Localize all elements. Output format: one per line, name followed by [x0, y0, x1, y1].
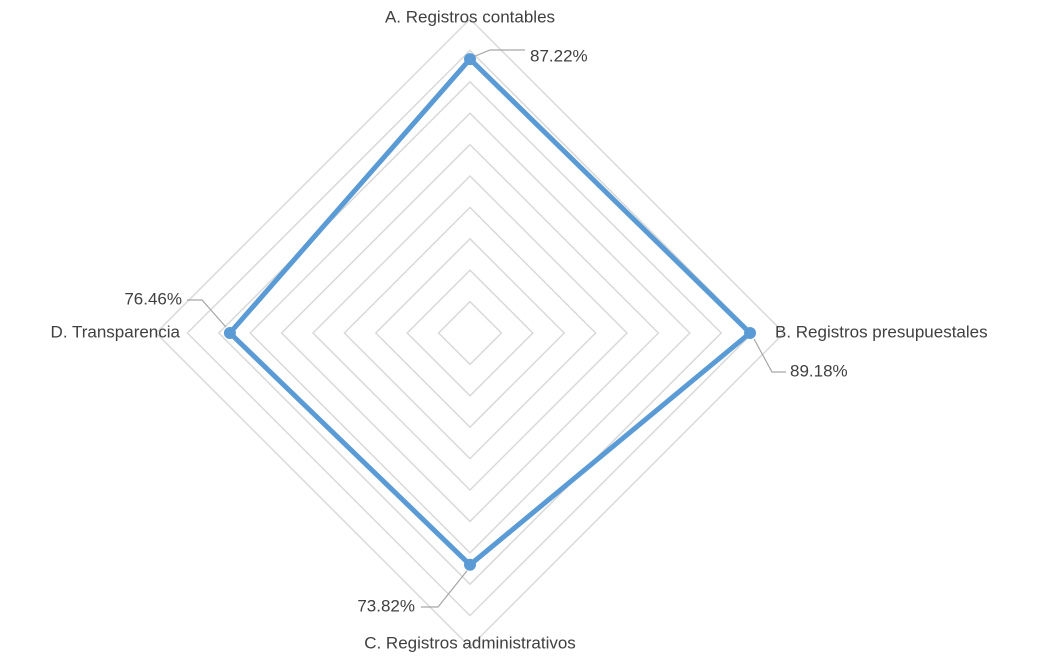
marker: [464, 53, 476, 66]
grid-ring: [437, 300, 503, 366]
value-label: 73.82%: [357, 596, 415, 615]
marker: [223, 327, 236, 339]
leader-line: [187, 299, 227, 328]
leader-line: [421, 570, 468, 608]
grid-ring: [186, 49, 754, 617]
category-label: B. Registros presupuestales: [775, 322, 988, 341]
value-label: 89.18%: [790, 361, 848, 380]
grid-ring: [374, 237, 566, 429]
grid-ring: [406, 269, 534, 397]
marker: [464, 558, 476, 571]
value-label: 87.22%: [530, 46, 588, 65]
marker: [744, 327, 757, 339]
leader-line: [474, 49, 525, 57]
grid-ring: [217, 80, 723, 586]
leader-line: [753, 338, 786, 373]
category-label: D. Transparencia: [51, 322, 181, 341]
category-label: C. Registros administrativos: [364, 633, 576, 652]
grid-ring: [280, 143, 660, 523]
value-label: 76.46%: [124, 289, 182, 308]
category-label: A. Registros contables: [385, 7, 555, 26]
grid-ring: [343, 206, 597, 460]
grid-ring: [311, 174, 629, 492]
grid-ring: [154, 17, 786, 649]
series-line: [227, 56, 753, 568]
grid-ring: [249, 112, 691, 554]
